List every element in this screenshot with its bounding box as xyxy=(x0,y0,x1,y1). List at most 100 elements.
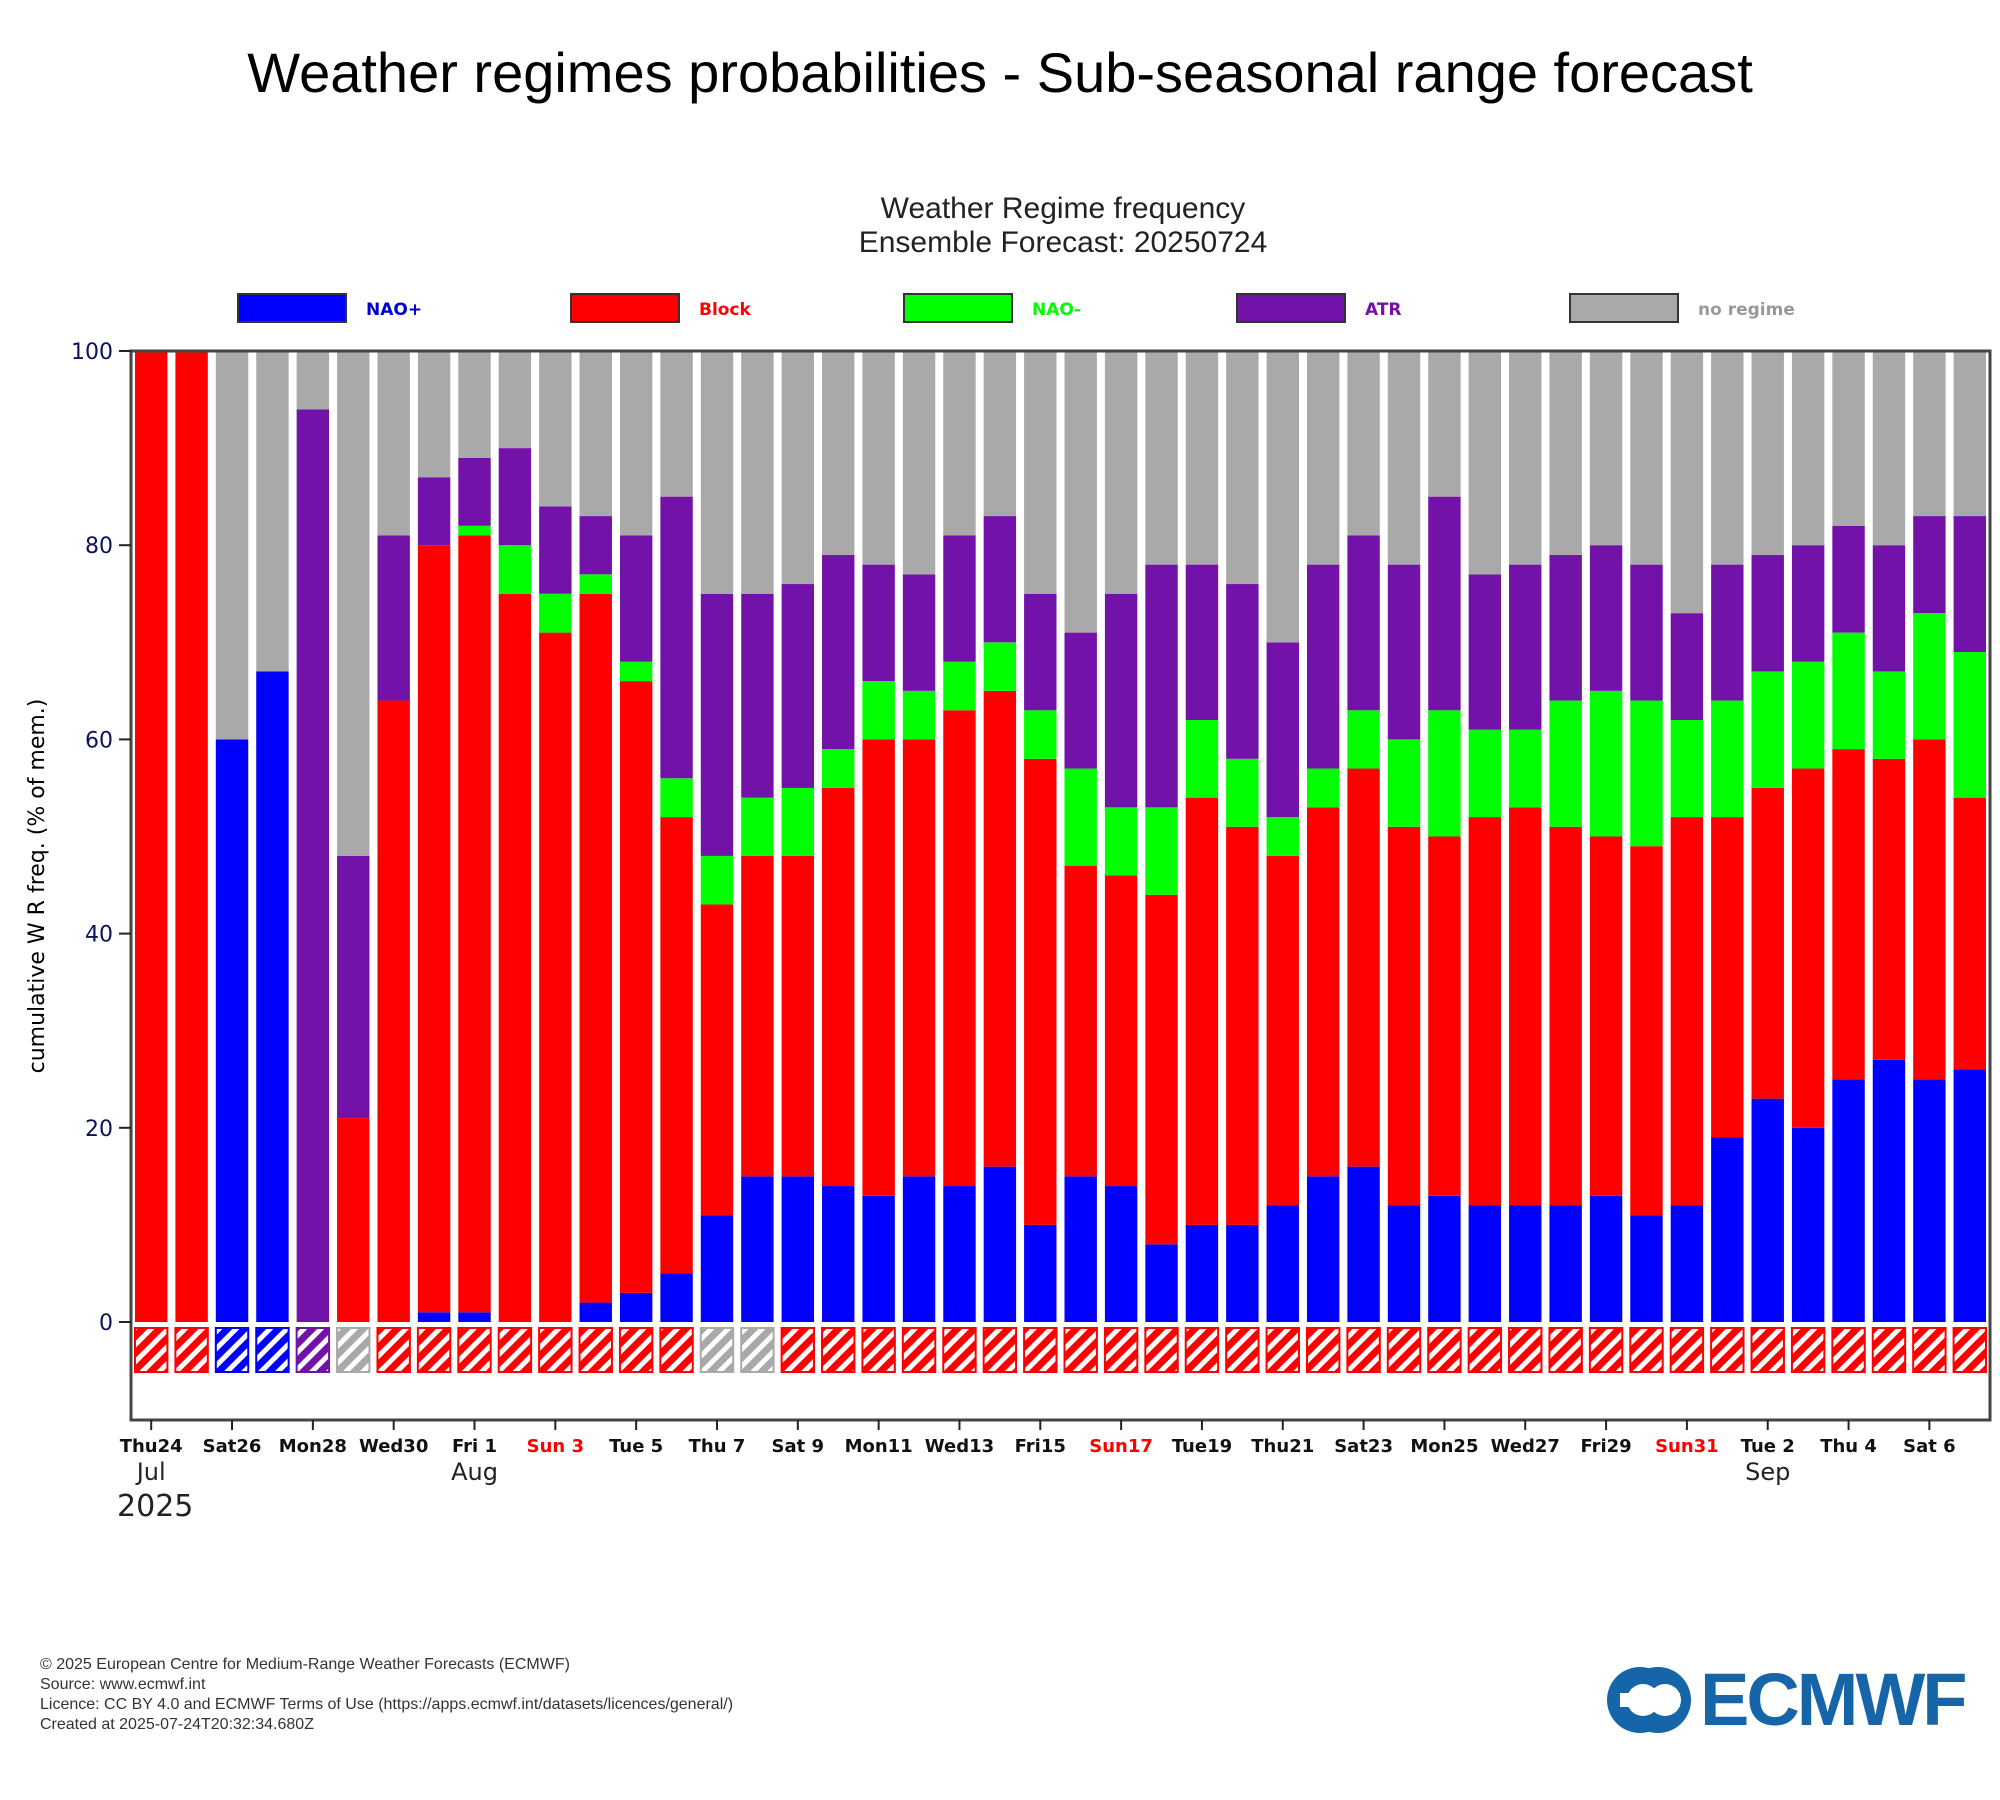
bar-segment-block xyxy=(498,593,532,1322)
bar-segment-no-regime xyxy=(1630,351,1663,565)
bar-segment-nao- xyxy=(660,1273,693,1322)
x-tick-label: Fri15 xyxy=(1015,1436,1066,1457)
bar-segment-block xyxy=(1791,768,1825,1128)
bar-segment-no-regime xyxy=(781,351,815,585)
bar-segment-no-regime xyxy=(296,351,330,410)
bar-segment-nao- xyxy=(1145,1244,1178,1322)
bar-segment-block xyxy=(1953,797,1986,1070)
bar-segment-atr xyxy=(1266,642,1299,818)
bar-segment-block xyxy=(1630,846,1663,1216)
bar-segment-no-regime xyxy=(1064,351,1097,633)
bar-segment-nao- xyxy=(1711,700,1744,818)
bar-segment-nao- xyxy=(458,1312,491,1322)
bar-segment-no-regime xyxy=(1226,351,1259,585)
bar-segment-atr xyxy=(1104,593,1138,808)
bar-segment-nao- xyxy=(983,642,1017,691)
dominant-regime-cell xyxy=(618,1327,654,1373)
bar-segment-atr xyxy=(983,516,1017,643)
bar-segment-nao- xyxy=(1226,758,1259,827)
dominant-regime-cell xyxy=(1023,1327,1058,1373)
bar-segment-nao- xyxy=(822,1186,855,1322)
bar-segment-atr xyxy=(700,593,734,856)
y-tick-label: 60 xyxy=(85,728,113,753)
bar-segment-nao- xyxy=(1509,729,1542,808)
bar-segment-nao- xyxy=(1468,1205,1502,1322)
dominant-regime-cell xyxy=(861,1327,896,1373)
bar-segment-atr xyxy=(741,593,774,798)
bar-segment-atr xyxy=(296,409,330,1322)
bar-segment-nao- xyxy=(1872,671,1906,759)
dominant-regime-cell xyxy=(336,1327,371,1373)
chart-title: Weather Regime frequency xyxy=(881,192,1246,225)
page-title: Weather regimes probabilities - Sub-seas… xyxy=(247,41,1753,104)
bar-segment-nao- xyxy=(983,1166,1017,1322)
bar-segment-atr xyxy=(1670,613,1704,720)
bar-segment-atr xyxy=(619,535,653,662)
legend-label: ATR xyxy=(1365,300,1402,320)
footer: © 2025 European Centre for Medium-Range … xyxy=(40,1655,733,1735)
bar-segment-nao- xyxy=(1953,652,1986,798)
bar-segment-no-regime xyxy=(1145,351,1178,565)
legend-swatch xyxy=(903,293,1013,323)
bar-segment-no-regime xyxy=(1913,351,1946,517)
bar-segment-atr xyxy=(1226,584,1259,759)
bar-segment-nao- xyxy=(781,1176,815,1322)
bar-segment-nao- xyxy=(579,1302,612,1322)
dominant-regime-cell xyxy=(659,1327,694,1373)
x-tick-label: Wed13 xyxy=(925,1436,994,1457)
dominant-regime-cell xyxy=(1831,1327,1866,1373)
bar-segment-nao- xyxy=(1872,1059,1906,1322)
dominant-regime-cell xyxy=(1103,1327,1139,1373)
bar-segment-block xyxy=(579,593,612,1303)
bar-segment-atr xyxy=(1832,525,1865,633)
bar-segment-no-regime xyxy=(1953,351,1986,517)
x-tick-label: Sun17 xyxy=(1089,1436,1153,1457)
bar-segment-no-regime xyxy=(700,351,734,594)
bar-segment-atr xyxy=(1509,564,1542,730)
bar-segment-atr xyxy=(902,574,936,691)
bar-segment-no-regime xyxy=(1872,351,1906,546)
bar-segment-atr xyxy=(1387,564,1421,740)
bar-segment-nao- xyxy=(1589,690,1623,837)
bar-segment-block xyxy=(337,1118,370,1322)
axes: 0 20 40 60 80 100 Thu24 Sat26 Mon28 Wed30 Fri 1 Sun… xyxy=(71,340,1992,1524)
month-label: Aug xyxy=(451,1458,498,1486)
bar-segment-nao- xyxy=(1428,710,1461,837)
bar-segment-atr xyxy=(660,496,693,779)
legend-label: Block xyxy=(699,300,752,320)
bar-segment-nao- xyxy=(1791,661,1825,769)
bar-segment-nao- xyxy=(1832,1079,1865,1322)
bar-segment-nao- xyxy=(1509,1205,1542,1322)
bar-segment-no-regime xyxy=(215,351,249,740)
bar-segment-block xyxy=(377,700,410,1322)
bar-segment-no-regime xyxy=(1589,351,1623,546)
y-tick-label: 80 xyxy=(85,534,113,559)
bar-segment-no-regime xyxy=(1387,351,1421,565)
bar-segment-nao- xyxy=(660,778,693,818)
bar-segment-nao- xyxy=(781,787,815,856)
bar-segment-nao- xyxy=(1428,1195,1461,1322)
bar-segment-nao- xyxy=(1024,710,1057,759)
bar-segment-nao- xyxy=(1266,817,1299,856)
bar-segment-nao- xyxy=(1226,1224,1259,1322)
x-tick-label: Sun31 xyxy=(1655,1436,1719,1457)
bar-segment-nao- xyxy=(619,661,653,682)
bar-segment-nao- xyxy=(1185,719,1219,798)
bar-segment-nao- xyxy=(1832,632,1865,750)
bar-segment-no-regime xyxy=(1832,351,1865,526)
x-tick-label: Mon28 xyxy=(279,1436,347,1457)
legend-swatch xyxy=(570,293,680,323)
x-tick-label: Sat 9 xyxy=(772,1436,825,1457)
footer-source: Source: www.ecmwf.int xyxy=(40,1676,206,1693)
bar-segment-no-regime xyxy=(1104,351,1138,594)
month-label: Sep xyxy=(1745,1458,1790,1486)
bar-segment-nao- xyxy=(1024,1224,1057,1322)
bar-segment-atr xyxy=(1549,554,1582,701)
bar-segment-block xyxy=(1872,758,1906,1060)
bar-segment-no-regime xyxy=(377,351,410,536)
bar-segment-nao- xyxy=(1185,1224,1219,1322)
bar-segment-nao- xyxy=(1104,807,1138,876)
bar-segment-atr xyxy=(1024,593,1057,711)
bar-segment-atr xyxy=(1711,564,1744,701)
bar-segment-nao- xyxy=(1064,768,1097,866)
